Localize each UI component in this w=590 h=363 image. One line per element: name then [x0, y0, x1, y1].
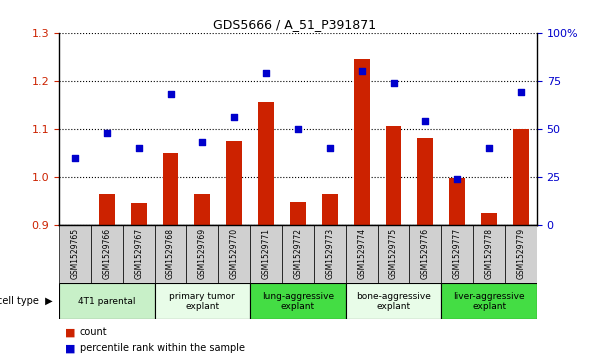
- Bar: [346, 283, 441, 319]
- Bar: [162, 153, 178, 225]
- Bar: [91, 225, 123, 283]
- Bar: [99, 194, 114, 225]
- Bar: [353, 59, 369, 225]
- Bar: [322, 194, 337, 225]
- Point: [102, 130, 112, 136]
- Text: GSM1529779: GSM1529779: [516, 228, 526, 279]
- Point: [293, 126, 303, 132]
- Text: GDS5666 / A_51_P391871: GDS5666 / A_51_P391871: [214, 18, 376, 31]
- Text: ■: ■: [65, 327, 76, 337]
- Point: [357, 68, 366, 74]
- Bar: [131, 203, 146, 225]
- Point: [516, 89, 526, 95]
- Bar: [346, 225, 378, 283]
- Point: [134, 145, 143, 151]
- Bar: [418, 138, 433, 225]
- Point: [261, 70, 271, 76]
- Text: percentile rank within the sample: percentile rank within the sample: [80, 343, 245, 354]
- Bar: [155, 283, 250, 319]
- Point: [325, 145, 335, 151]
- Point: [484, 145, 494, 151]
- Bar: [250, 225, 282, 283]
- Bar: [441, 283, 537, 319]
- Bar: [314, 225, 346, 283]
- Bar: [513, 129, 529, 225]
- Text: primary tumor
explant: primary tumor explant: [169, 291, 235, 311]
- Bar: [194, 194, 210, 225]
- Bar: [378, 225, 409, 283]
- Point: [230, 114, 239, 120]
- Bar: [505, 225, 537, 283]
- Bar: [250, 283, 346, 319]
- Bar: [59, 283, 155, 319]
- Text: GSM1529778: GSM1529778: [484, 228, 494, 279]
- Bar: [226, 141, 242, 225]
- Text: GSM1529768: GSM1529768: [166, 228, 175, 279]
- Bar: [155, 225, 186, 283]
- Bar: [409, 225, 441, 283]
- Bar: [59, 225, 91, 283]
- Point: [421, 118, 430, 124]
- Text: GSM1529770: GSM1529770: [230, 228, 239, 279]
- Text: bone-aggressive
explant: bone-aggressive explant: [356, 291, 431, 311]
- Point: [166, 91, 175, 97]
- Text: 4T1 parental: 4T1 parental: [78, 297, 136, 306]
- Point: [389, 80, 398, 86]
- Bar: [282, 225, 314, 283]
- Text: count: count: [80, 327, 107, 337]
- Bar: [218, 225, 250, 283]
- Text: GSM1529769: GSM1529769: [198, 228, 207, 279]
- Bar: [441, 225, 473, 283]
- Text: GSM1529773: GSM1529773: [325, 228, 335, 279]
- Text: ■: ■: [65, 343, 76, 354]
- Text: GSM1529771: GSM1529771: [261, 228, 271, 279]
- Text: cell type  ▶: cell type ▶: [0, 296, 53, 306]
- Bar: [473, 225, 505, 283]
- Point: [453, 176, 462, 182]
- Text: GSM1529766: GSM1529766: [102, 228, 112, 279]
- Text: GSM1529777: GSM1529777: [453, 228, 462, 279]
- Text: liver-aggressive
explant: liver-aggressive explant: [453, 291, 525, 311]
- Point: [70, 155, 80, 160]
- Bar: [186, 225, 218, 283]
- Bar: [386, 126, 401, 225]
- Bar: [481, 213, 497, 225]
- Bar: [290, 202, 306, 225]
- Text: GSM1529772: GSM1529772: [293, 228, 303, 279]
- Bar: [450, 178, 465, 225]
- Text: GSM1529765: GSM1529765: [70, 228, 80, 279]
- Text: GSM1529776: GSM1529776: [421, 228, 430, 279]
- Text: GSM1529767: GSM1529767: [134, 228, 143, 279]
- Bar: [123, 225, 155, 283]
- Point: [198, 139, 207, 145]
- Text: GSM1529775: GSM1529775: [389, 228, 398, 279]
- Text: lung-aggressive
explant: lung-aggressive explant: [262, 291, 334, 311]
- Bar: [258, 102, 274, 225]
- Text: GSM1529774: GSM1529774: [357, 228, 366, 279]
